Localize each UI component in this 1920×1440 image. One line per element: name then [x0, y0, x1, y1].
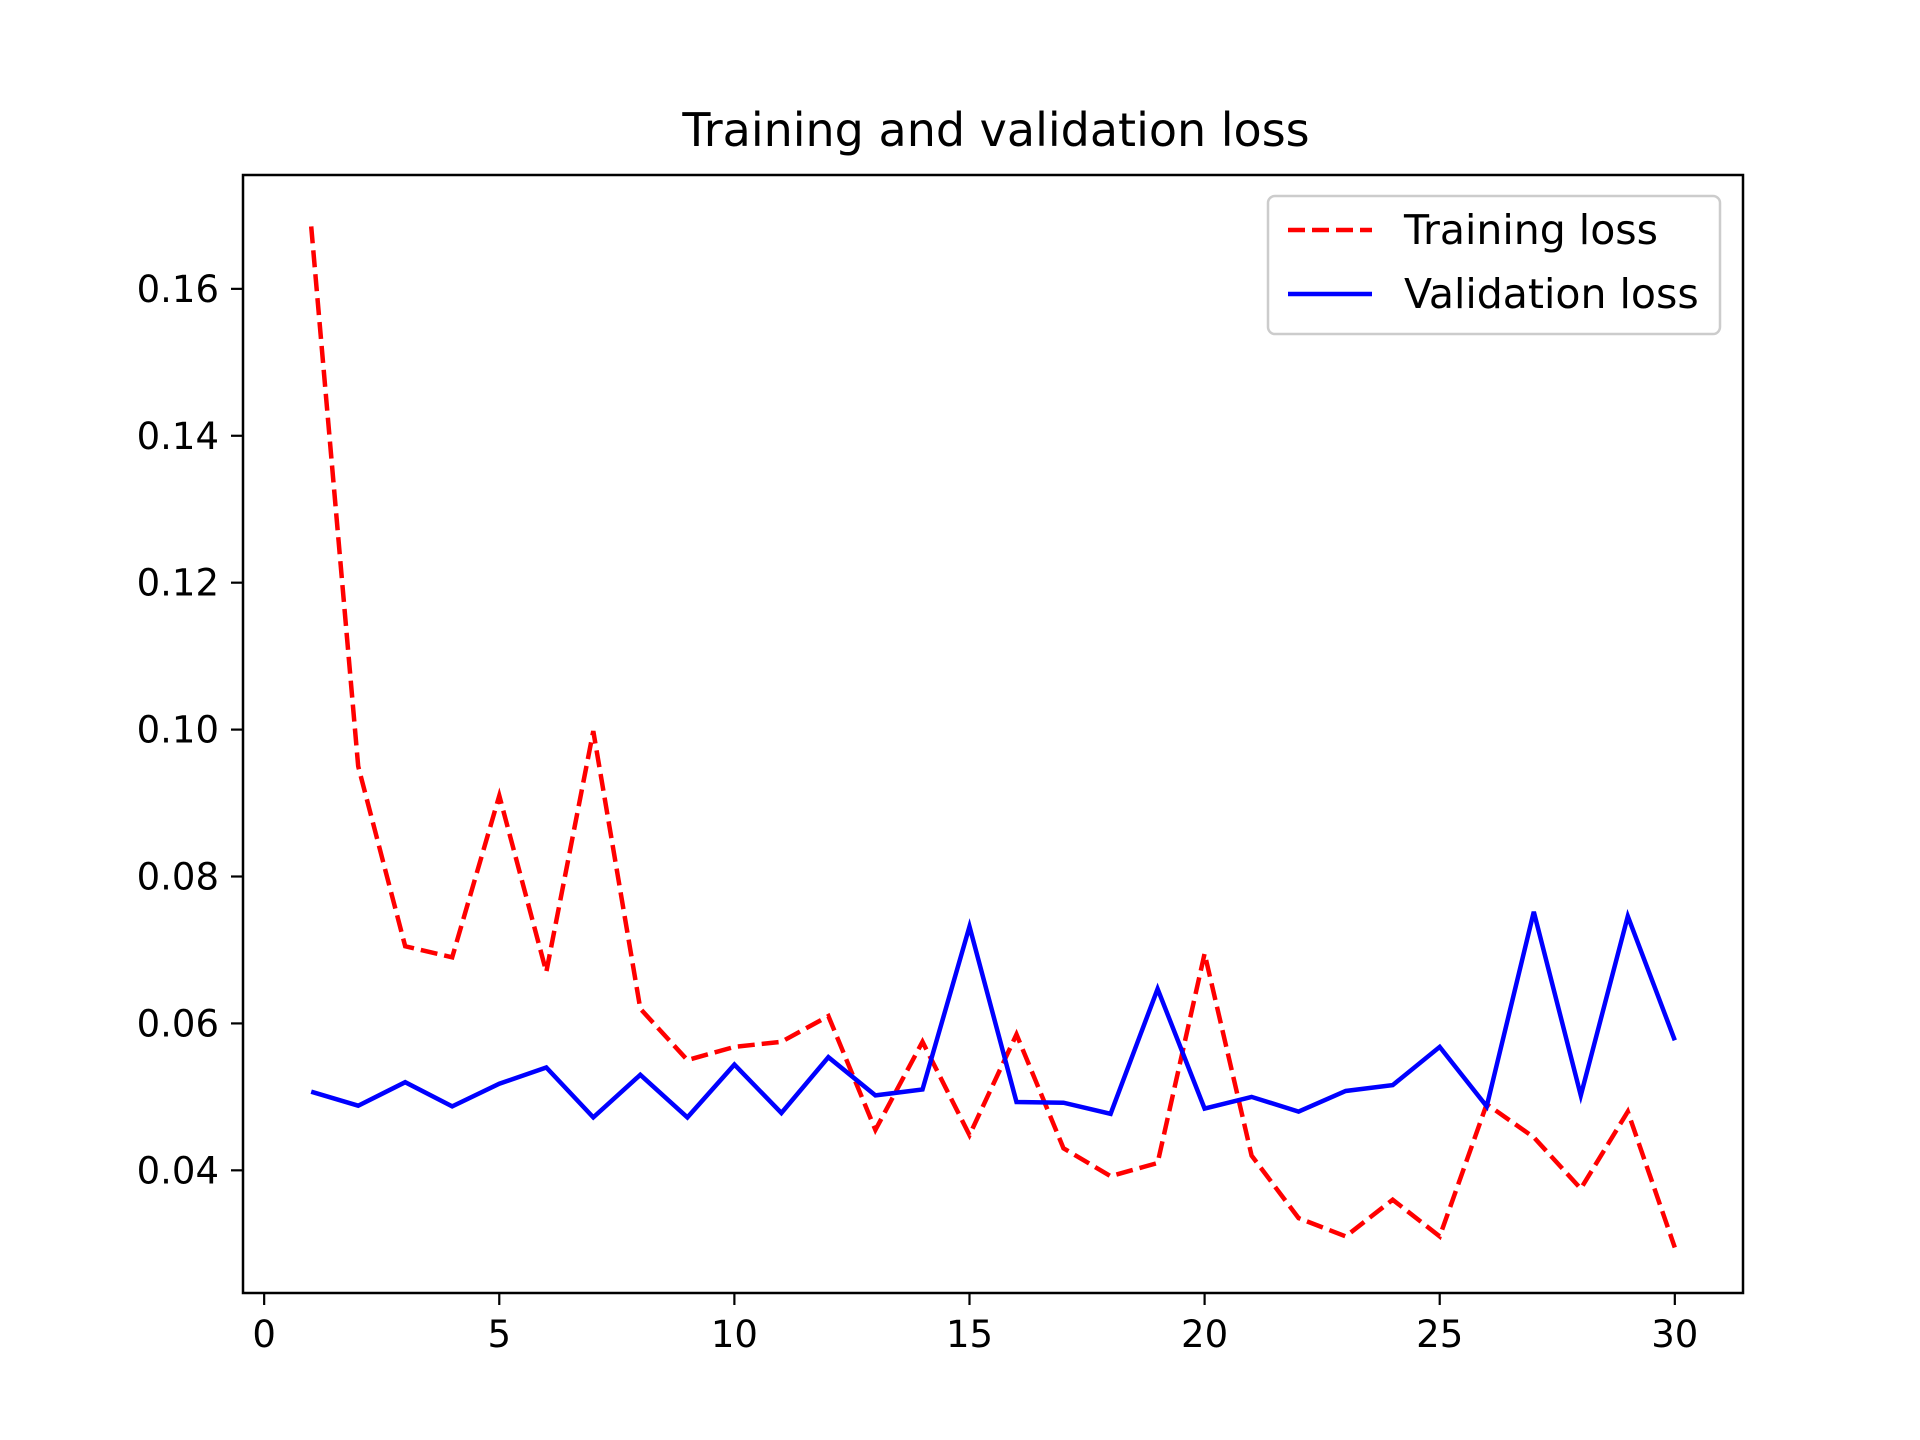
x-tick-label-2: 10: [711, 1313, 758, 1356]
legend: Training loss Validation loss: [1266, 194, 1722, 336]
y-tick-label-3: 0.10: [137, 709, 219, 752]
y-tick-label-5: 0.14: [137, 415, 219, 458]
x-tick-label-3: 15: [946, 1313, 993, 1356]
y-axis: 0.04 0.06 0.08 0.10 0.12 0.14 0.16: [137, 268, 243, 1192]
legend-label-validation-loss: Validation loss: [1404, 270, 1699, 318]
chart-title: Training and validation loss: [681, 103, 1309, 157]
series-line-0: [308, 226, 1677, 1249]
x-tick-label-4: 20: [1181, 1313, 1228, 1356]
series-line-1: [310, 908, 1677, 1121]
x-axis: 0 5 10 15 20 25 30: [252, 1293, 1698, 1356]
y-tick-label-2: 0.08: [137, 856, 219, 899]
y-tick-label-0: 0.04: [137, 1149, 219, 1192]
series-layer: [308, 226, 1677, 1249]
plot-area-frame: [241, 173, 1745, 1295]
y-tick-label-1: 0.06: [137, 1002, 219, 1045]
y-tick-label-4: 0.12: [137, 562, 219, 605]
x-tick-label-6: 30: [1651, 1313, 1698, 1356]
x-tick-label-0: 0: [252, 1313, 276, 1356]
legend-label-training-loss: Training loss: [1403, 206, 1658, 254]
x-tick-label-1: 5: [487, 1313, 511, 1356]
y-tick-label-6: 0.16: [137, 268, 219, 311]
legend-frame: [1266, 194, 1722, 336]
x-tick-label-5: 25: [1416, 1313, 1463, 1356]
